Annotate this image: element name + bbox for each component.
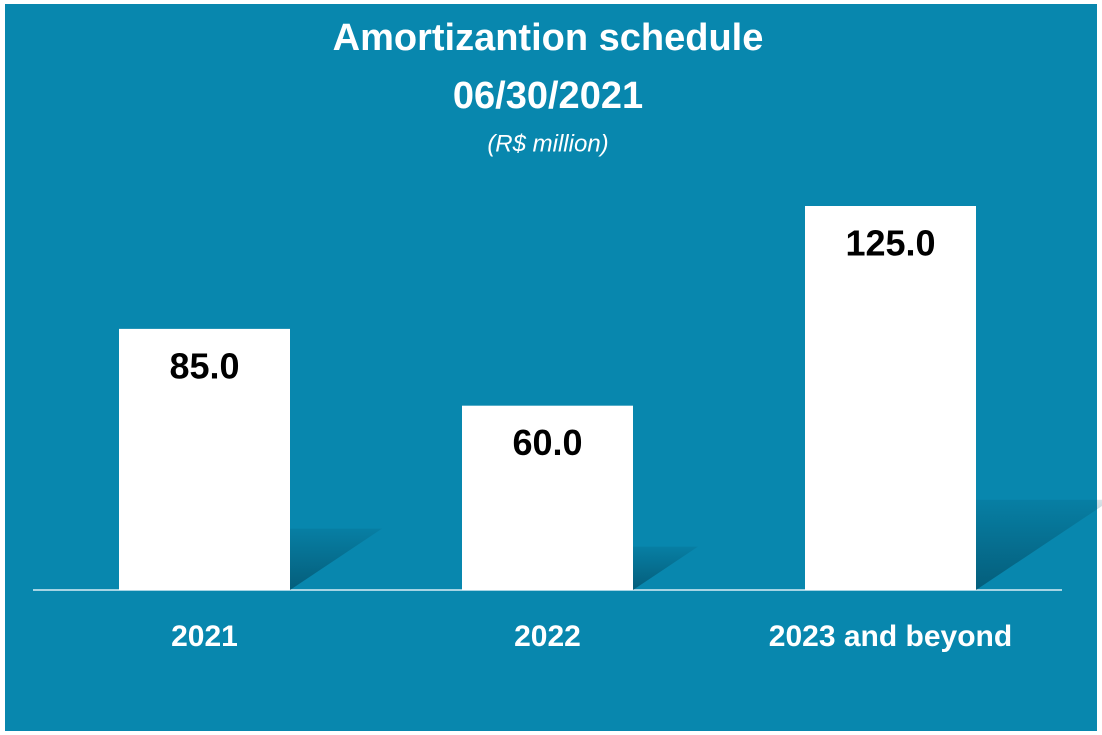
chart-title: Amortizantion schedule	[333, 17, 764, 59]
unit-note: (R$ million)	[487, 130, 608, 157]
value-label: 85.0	[169, 345, 239, 386]
bar-shadow	[976, 499, 1102, 590]
x-tick-label: 2022	[514, 620, 581, 653]
bar	[805, 206, 976, 590]
x-tick-label: 2023 and beyond	[769, 620, 1012, 653]
value-label: 125.0	[845, 223, 935, 264]
x-tick-label: 2021	[171, 620, 238, 653]
value-label: 60.0	[512, 422, 582, 463]
bar	[119, 328, 290, 590]
bar	[462, 405, 633, 590]
bar-shadow	[633, 546, 698, 590]
bar-shadow	[290, 528, 383, 590]
chart-subtitle: 06/30/2021	[453, 75, 643, 117]
